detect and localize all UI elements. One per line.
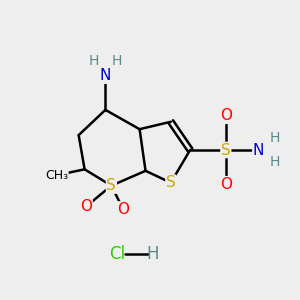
Text: H: H: [147, 245, 159, 263]
Text: H: H: [270, 155, 280, 170]
Text: H: H: [88, 54, 99, 68]
Text: N: N: [100, 68, 111, 83]
Text: N: N: [253, 142, 264, 158]
Text: O: O: [80, 199, 92, 214]
Text: S: S: [221, 142, 231, 158]
Text: O: O: [220, 108, 232, 123]
Text: S: S: [166, 175, 176, 190]
Text: O: O: [220, 177, 232, 192]
Text: H: H: [270, 130, 280, 145]
Text: Cl: Cl: [109, 245, 125, 263]
Text: CH₃: CH₃: [45, 169, 68, 182]
Text: S: S: [106, 178, 116, 193]
Text: O: O: [117, 202, 129, 217]
Text: H: H: [112, 54, 122, 68]
